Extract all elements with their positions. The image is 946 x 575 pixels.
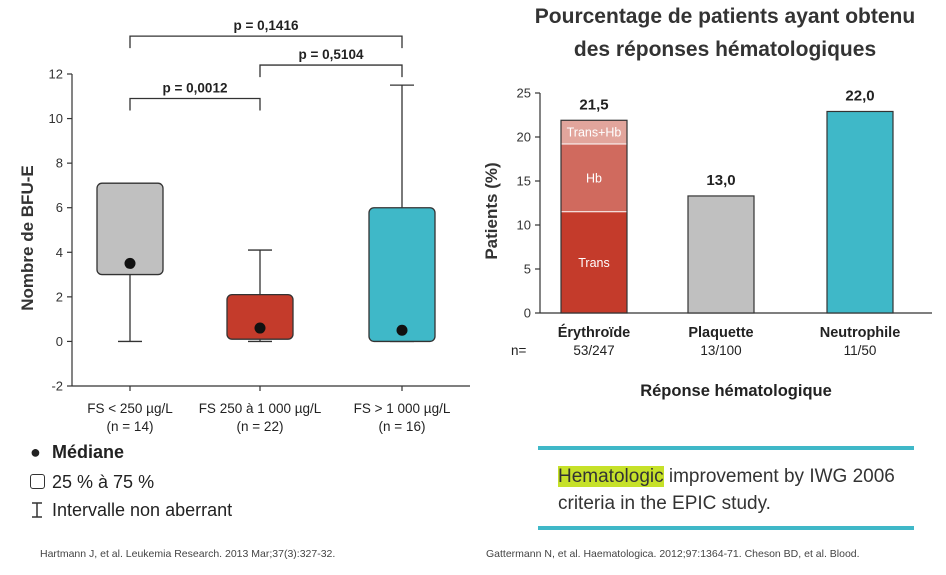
median-dot-icon: ● (30, 442, 41, 462)
left-y-tick-label: 0 (56, 334, 63, 349)
right-y-axis-label: Patients (%) (482, 162, 501, 259)
bar (826, 110, 894, 314)
bfu-e-box-plot: -2 0 2 4 6 8 10 12 Nombre de BFU-E FS < 250 µg/L (… (18, 18, 470, 434)
left-y-tick-label: 12 (49, 67, 63, 82)
left-y-tick-label: 8 (56, 156, 63, 171)
hematologic-response-bar-chart: 0 5 10 15 20 25 Patients (%) Trans Hb Trans+Hb 21,… (482, 86, 932, 400)
right-category-n: 53/247 (573, 343, 614, 358)
right-category-n: 13/100 (700, 343, 741, 358)
bar (687, 195, 755, 314)
left-category-n: (n = 14) (107, 419, 154, 434)
left-category-label: FS > 1 000 µg/L (354, 401, 451, 416)
note-bottom-rule (538, 526, 914, 530)
median-point (254, 322, 266, 334)
comparison-bracket (129, 35, 403, 49)
whisker-icon (32, 502, 42, 518)
legend-median-label: Médiane (52, 442, 125, 462)
iqr-box (226, 293, 294, 340)
bar-value-label: 22,0 (845, 87, 874, 104)
right-x-axis-label: Réponse hématologique (640, 382, 832, 400)
left-y-axis-label: Nombre de BFU-E (18, 165, 37, 310)
study-note: Hematologic improvement by IWG 2006 crit… (558, 463, 908, 517)
legend-whisker-label: Intervalle non aberrant (52, 500, 233, 520)
left-y-tick-label: -2 (51, 379, 63, 394)
left-y-tick-label: 10 (49, 111, 63, 126)
right-chart-title-line2: des réponses hématologiques (573, 38, 877, 61)
right-chart-title-line1: Pourcentage de patients ayant obtenu (534, 5, 916, 28)
left-y-tick-label: 4 (56, 245, 63, 260)
note-text: improvement by IWG 2006 criteria in the … (558, 466, 895, 514)
note-top-rule (538, 446, 914, 450)
p-value-label: p = 0,1416 (234, 18, 299, 33)
iqr-box (368, 207, 436, 343)
stack-segment-hb (561, 144, 627, 212)
n-prefix-label: n= (511, 343, 527, 358)
stack-segment-trans-hb (561, 120, 627, 145)
right-y-tick-label: 5 (524, 262, 531, 277)
left-category-label: FS < 250 µg/L (87, 401, 173, 416)
iqr-box (96, 182, 164, 276)
right-y-tick-label: 0 (524, 306, 531, 321)
median-point (124, 257, 136, 269)
legend-whisker: Intervalle non aberrant (30, 500, 232, 521)
legend-median: ● Médiane (30, 442, 124, 463)
right-y-tick-label: 15 (517, 174, 531, 189)
legend-box-label: 25 % à 75 % (52, 472, 155, 492)
stack-label: Trans+Hb (567, 126, 622, 140)
bar-outline (560, 119, 628, 314)
median-point (396, 324, 408, 336)
left-y-tick-label: 6 (56, 200, 63, 215)
right-y-tick-label: 25 (517, 86, 531, 101)
p-value-label: p = 0,0012 (163, 81, 228, 96)
stack-label: Trans (578, 256, 610, 270)
right-y-tick-label: 10 (517, 218, 531, 233)
note-highlight: Hematologic (558, 466, 664, 487)
left-category-n: (n = 16) (379, 419, 426, 434)
comparison-bracket (129, 97, 261, 111)
left-category-n: (n = 22) (237, 419, 284, 434)
right-category-label: Neutrophile (820, 325, 901, 341)
stack-label: Hb (586, 171, 602, 185)
right-category-label: Plaquette (688, 325, 753, 341)
comparison-bracket (259, 64, 403, 78)
source-right: Gattermann N, et al. Haematologica. 2012… (486, 548, 860, 560)
legend-box: 25 % à 75 % (30, 472, 154, 493)
right-category-label: Érythroïde (558, 324, 631, 341)
left-y-tick-label: 2 (56, 289, 63, 304)
p-value-label: p = 0,5104 (299, 47, 364, 62)
left-category-label: FS 250 à 1 000 µg/L (199, 401, 322, 416)
box-icon (30, 474, 45, 489)
right-y-tick-label: 20 (517, 130, 531, 145)
bar-value-label: 13,0 (706, 172, 735, 189)
bar-value-label: 21,5 (579, 96, 608, 113)
source-left: Hartmann J, et al. Leukemia Research. 20… (40, 548, 336, 560)
right-category-n: 11/50 (844, 343, 877, 358)
stack-segment-trans (561, 211, 627, 313)
